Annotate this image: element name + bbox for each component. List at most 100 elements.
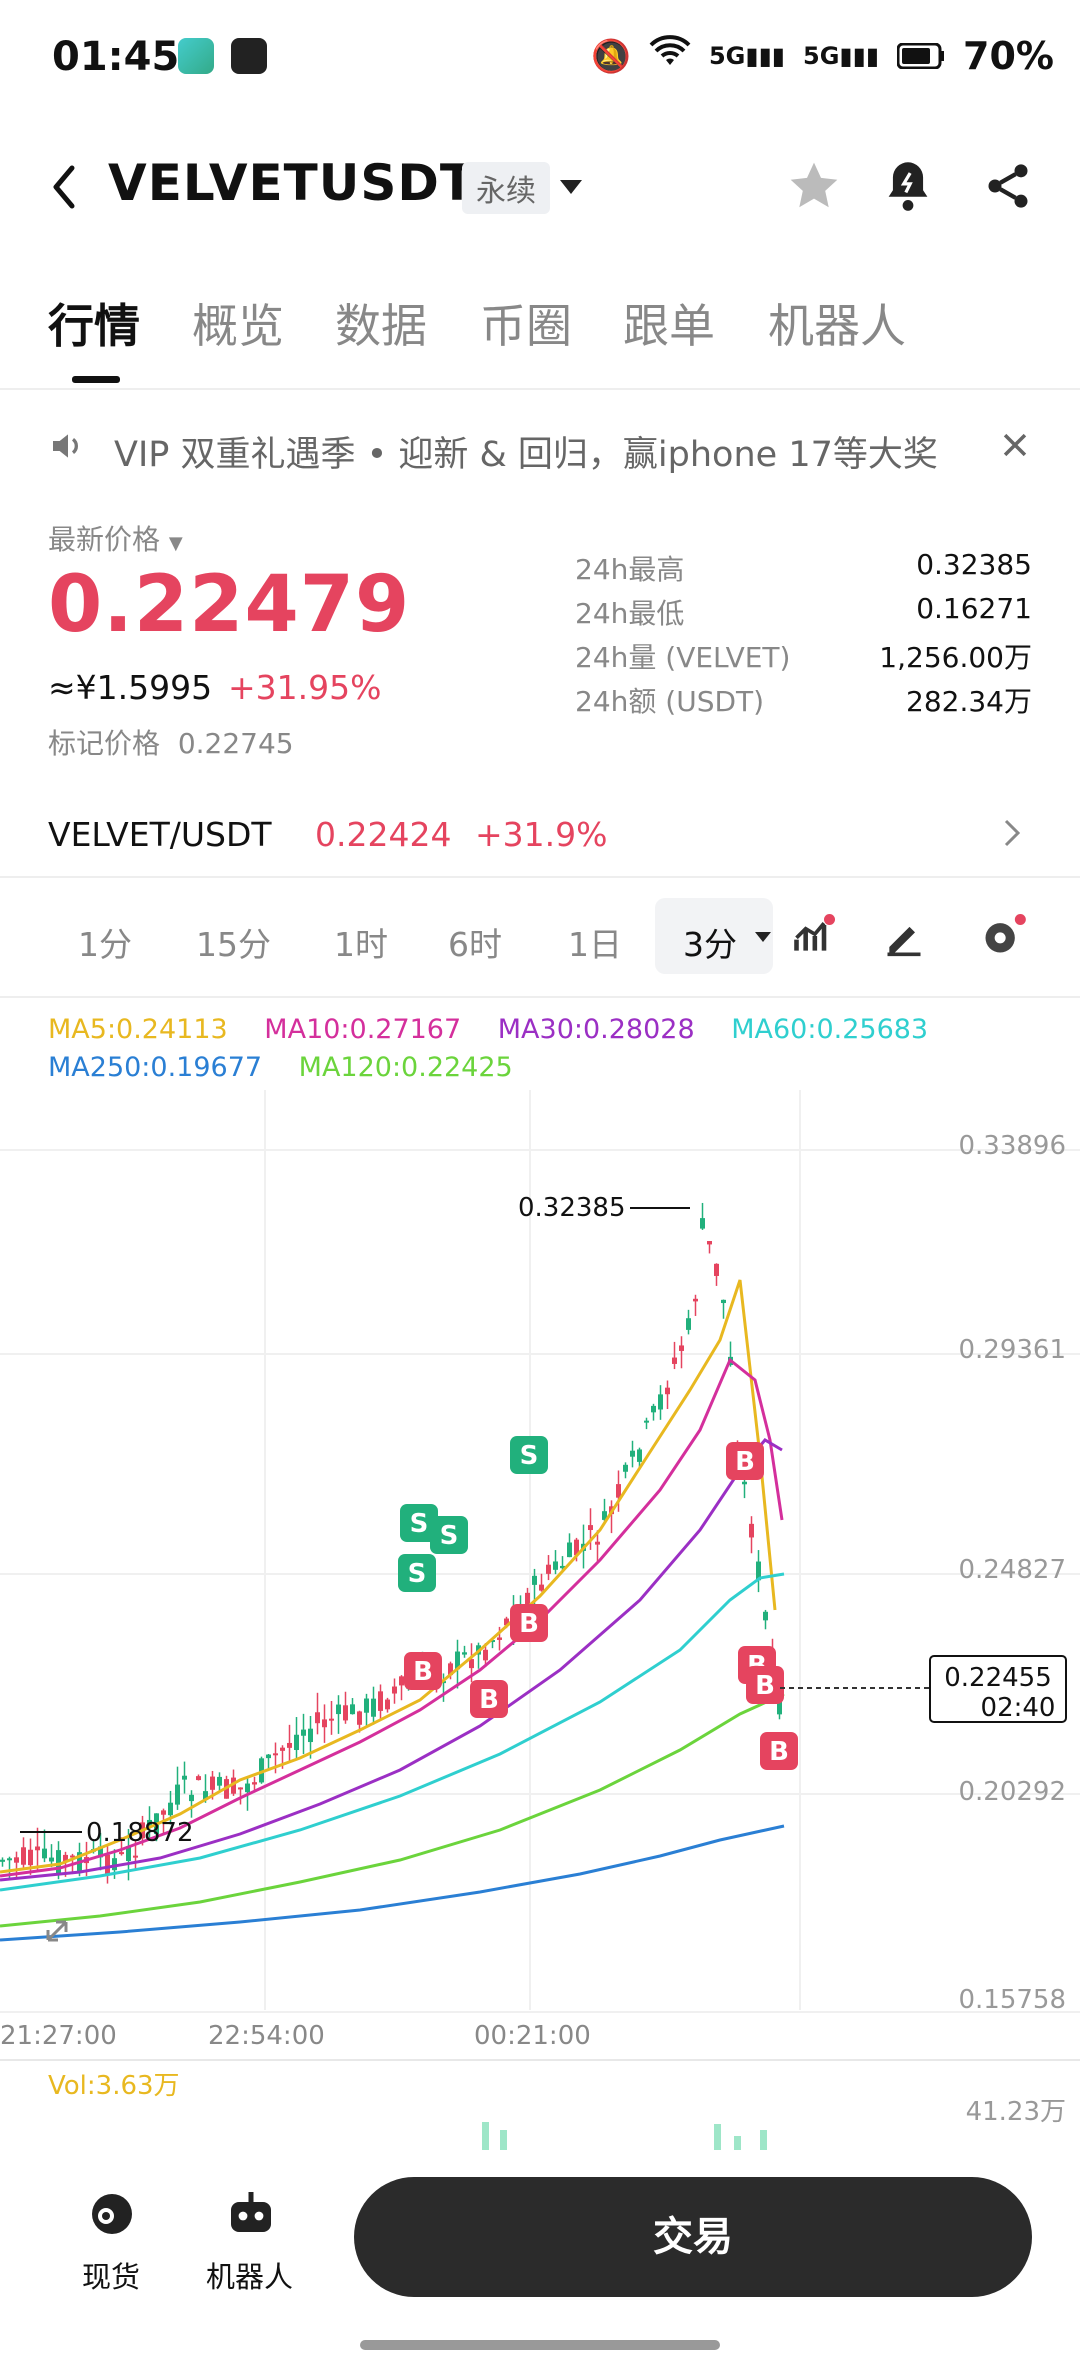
back-button[interactable] (48, 162, 80, 216)
spot-icon[interactable] (88, 2190, 136, 2242)
main-tabs: 行情 概览 数据 币圈 跟单 机器人 (0, 290, 1080, 390)
candle-body (644, 1420, 649, 1423)
candle-body (665, 1387, 670, 1395)
candle-body (42, 1848, 47, 1859)
robot-icon[interactable] (225, 2190, 277, 2242)
active-tab-indicator (72, 376, 120, 383)
interval-1h[interactable]: 1时 (334, 925, 388, 964)
buy-marker: B (470, 1680, 508, 1718)
x-tick: 21:27:00 (0, 2021, 117, 2051)
high-marker: 0.32385 (518, 1193, 690, 1223)
candle-body (714, 1263, 719, 1276)
candle-body (322, 1719, 327, 1728)
interval-1d[interactable]: 1日 (568, 925, 622, 964)
candle-body (112, 1858, 117, 1871)
interval-6h[interactable]: 6时 (448, 925, 502, 964)
candle-body (595, 1541, 600, 1545)
candle-body (679, 1345, 684, 1351)
robot-label[interactable]: 机器人 (206, 2260, 294, 2294)
tab-overview[interactable]: 概览 (192, 299, 284, 353)
settings-gear-icon[interactable] (978, 914, 1026, 962)
share-icon[interactable] (982, 158, 1034, 218)
x-tick: 22:54:00 (208, 2021, 325, 2051)
candle-body (217, 1776, 222, 1786)
spot-pair-name: VELVET/USDT (48, 815, 272, 854)
app-icon (178, 38, 214, 74)
ma250-label: MA250:0.19677 (48, 1052, 263, 1083)
expand-icon (46, 1920, 68, 1942)
candle-body (203, 1791, 208, 1800)
close-icon[interactable] (998, 428, 1032, 471)
candle-body (49, 1857, 54, 1862)
divider (0, 388, 1080, 390)
candle-body (749, 1523, 754, 1538)
candle-body (266, 1754, 271, 1759)
interval-row: 1分 15分 1时 6时 1日 3分 (0, 898, 1080, 988)
interval-15m[interactable]: 15分 (196, 925, 271, 964)
candle-body (315, 1712, 320, 1724)
candle-body (182, 1775, 187, 1780)
stat-label: 24h量 (VELVET) (575, 641, 791, 674)
wifi-icon (649, 34, 691, 78)
candlestick-chart[interactable]: 0.32385 0.18872 SSSSBBBBBBB 0.22455 02:4… (0, 1090, 1080, 2150)
spot-pair-row[interactable]: VELVET/USDT 0.22424 +31.9% (0, 805, 1080, 875)
candle-body (756, 1561, 761, 1581)
spot-label[interactable]: 现货 (82, 2260, 141, 2294)
candle-body (693, 1298, 698, 1302)
candle-body (147, 1819, 152, 1826)
mute-bell-icon: 🔕 (591, 37, 631, 75)
current-price-value: 0.22455 (944, 1663, 1052, 1693)
speaker-icon (48, 426, 88, 475)
symbol-dropdown-caret-icon[interactable] (560, 180, 582, 194)
promo-banner[interactable]: VIP 双重礼遇季 • 迎新 & 回归，赢iphone 17等大奖 (0, 412, 1080, 482)
y-tick: 0.24827 (958, 1555, 1066, 1585)
stat-label: 24h最高 (575, 553, 685, 586)
svg-text:B: B (735, 1447, 755, 1477)
tab-copy-trade[interactable]: 跟单 (623, 299, 715, 353)
indicator-icon[interactable] (790, 914, 836, 962)
candle-body (637, 1449, 642, 1462)
ma120-label: MA120:0.22425 (298, 1052, 513, 1083)
x-axis-labels: 21:27:00 22:54:00 00:21:00 (0, 2021, 591, 2051)
signal-5g-icon: 5G▮▮▮ (708, 42, 785, 70)
symbol-title[interactable]: VELVETUSDT (108, 154, 476, 212)
draw-pencil-icon[interactable] (882, 914, 926, 962)
tab-coin-circle[interactable]: 币圈 (480, 299, 572, 353)
candle-body (336, 1704, 341, 1715)
candle-body (329, 1718, 334, 1721)
svg-text:B: B (755, 1671, 775, 1701)
buy-marker: B (726, 1442, 764, 1480)
last-price-label[interactable]: 最新价格 ▼ (48, 523, 183, 556)
y-axis-labels: 0.33896 0.29361 0.24827 0.20292 0.15758 (958, 1131, 1066, 2015)
sell-marker: S (510, 1436, 548, 1474)
price-alert-bell-icon[interactable] (882, 158, 934, 218)
interval-dropdown-caret-icon (755, 932, 771, 942)
candle-body (126, 1846, 131, 1861)
candle-body (672, 1357, 677, 1364)
candle-body (462, 1652, 467, 1655)
candle-body (567, 1542, 572, 1558)
candle-body (210, 1776, 215, 1790)
candle-body (252, 1782, 257, 1785)
interval-1m[interactable]: 1分 (78, 925, 132, 964)
svg-text:S: S (520, 1441, 539, 1471)
favorite-star-icon[interactable] (786, 158, 842, 218)
tab-data[interactable]: 数据 (335, 299, 427, 353)
trade-button[interactable]: 交易 (354, 2177, 1032, 2297)
candle-body (0, 1859, 5, 1862)
candle-body (623, 1464, 628, 1472)
svg-text:S: S (410, 1509, 429, 1539)
candle-body (707, 1241, 712, 1245)
interval-active[interactable]: 3分 (655, 898, 773, 974)
tab-market[interactable]: 行情 (48, 299, 140, 353)
divider (0, 876, 1080, 878)
current-price-box: 0.22455 02:40 (929, 1655, 1067, 1723)
candle-body (175, 1784, 180, 1805)
tab-robot[interactable]: 机器人 (768, 299, 906, 353)
low-price-label: 0.18872 (86, 1818, 194, 1848)
home-indicator[interactable] (360, 2340, 720, 2350)
candle-body (658, 1394, 663, 1410)
status-bar: 01:45 🔕 5G▮▮▮ 5G▮▮▮ 70% (0, 0, 1080, 110)
y-tick: 0.29361 (958, 1335, 1066, 1365)
candle-body (35, 1846, 40, 1851)
